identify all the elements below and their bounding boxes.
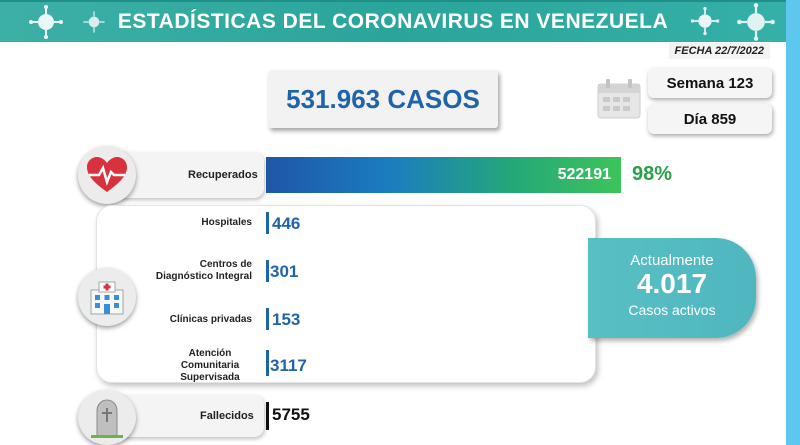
recovered-icon-circle — [78, 146, 136, 204]
deceased-value: 5755 — [272, 405, 310, 424]
hospitals-value: 446 — [272, 214, 301, 233]
virus-icon — [690, 6, 720, 36]
virus-icon — [83, 11, 105, 33]
private-clinics-label: Clínicas privadas — [169, 314, 252, 325]
cdi-value: 301 — [270, 262, 299, 281]
cdi-tick — [266, 260, 269, 282]
hospitals-label: Hospitales — [201, 217, 252, 228]
report-date: FECHA 22/7/2022 — [668, 43, 770, 59]
day-badge: Día 859 — [648, 104, 772, 134]
community-care-label-text: Atención Comunitaria Supervisada — [180, 348, 240, 383]
care-centers-panel — [96, 205, 596, 383]
private-clinics-value: 153 — [272, 310, 301, 329]
page-title: ESTADÍSTICAS DEL CORONAVIRUS EN VENEZUEL… — [117, 10, 669, 33]
heart-pulse-icon — [87, 157, 127, 192]
virus-icon — [29, 5, 63, 39]
active-cases-value: 4.017 — [636, 268, 708, 299]
recovered-percent: 98% — [632, 163, 673, 185]
week-badge: Semana 123 — [648, 68, 772, 98]
recovered-label: Recuperados — [188, 169, 258, 181]
private-clinics-tick — [266, 308, 269, 330]
virus-icon — [737, 3, 775, 41]
deceased-label: Fallecidos — [200, 410, 254, 422]
community-care-label: Atención Comunitaria Supervisada — [122, 348, 252, 384]
hospital-icon-circle — [78, 268, 136, 326]
deceased-tick — [266, 402, 269, 430]
recovered-value: 522191 — [557, 166, 611, 183]
community-care-tick — [266, 350, 269, 376]
active-cases-label: Actualmente — [630, 252, 714, 269]
community-care-value: 3117 — [270, 356, 307, 375]
hospitals-tick — [266, 212, 269, 234]
cdi-label: Centros de Diagnóstico Integral — [122, 259, 252, 283]
calendar-icon — [597, 79, 641, 119]
deceased-icon-circle — [78, 390, 136, 445]
active-cases-box: Actualmente 4.017 Casos activos — [588, 238, 756, 338]
recovered-bar — [266, 157, 621, 193]
cdi-label-text: Centros de Diagnóstico Integral — [155, 259, 252, 282]
hospital-icon — [90, 281, 124, 315]
active-cases-sublabel: Casos activos — [628, 302, 716, 318]
total-cases-box: 531.963 CASOS — [268, 70, 498, 128]
right-edge-strip — [786, 0, 800, 445]
header-banner: ESTADÍSTICAS DEL CORONAVIRUS EN VENEZUEL… — [0, 0, 786, 42]
tombstone-icon — [91, 398, 123, 438]
